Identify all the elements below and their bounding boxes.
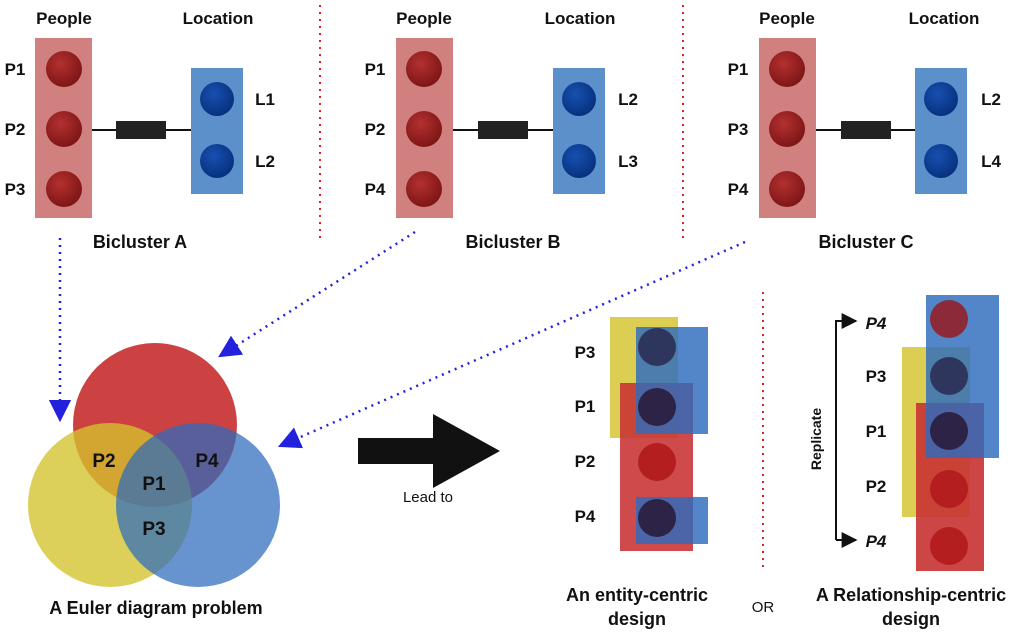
entity-node <box>638 388 676 426</box>
or-label: OR <box>752 599 775 616</box>
euler-label: P3 <box>142 519 165 540</box>
bicluster-caption: Bicluster C <box>818 232 913 252</box>
euler-label: P4 <box>195 451 219 472</box>
relation-label: P2 <box>866 477 887 496</box>
euler-diagram: P2 P4 P1 P3 A Euler diagram problem <box>28 343 280 618</box>
lead-to-label: Lead to <box>403 489 453 506</box>
entity-label: P2 <box>575 452 596 471</box>
relation-node <box>930 527 968 565</box>
location-label: L4 <box>981 152 1001 171</box>
person-label: P2 <box>365 120 386 139</box>
person-node <box>46 171 82 207</box>
people-header: People <box>36 9 92 28</box>
location-label: L1 <box>255 90 275 109</box>
entity-caption-line2: design <box>608 609 666 629</box>
location-header: Location <box>909 9 980 28</box>
arrow-from-bicluster-c <box>277 240 746 449</box>
location-node <box>924 82 958 116</box>
location-node <box>200 144 234 178</box>
person-label: P2 <box>5 120 26 139</box>
bicluster-caption: Bicluster B <box>465 232 560 252</box>
replicate-label: Replicate <box>808 408 824 470</box>
relation-label: P1 <box>866 422 887 441</box>
people-header: People <box>759 9 815 28</box>
entity-label: P4 <box>575 507 596 526</box>
person-node <box>406 171 442 207</box>
location-header: Location <box>545 9 616 28</box>
location-label: L3 <box>618 152 638 171</box>
person-label: P3 <box>5 180 26 199</box>
person-node <box>769 111 805 147</box>
lead-to-arrow: Lead to <box>358 414 500 506</box>
location-node <box>200 82 234 116</box>
location-label: L2 <box>255 152 275 171</box>
person-node <box>769 51 805 87</box>
person-node <box>406 51 442 87</box>
connector-edge <box>478 121 528 139</box>
location-header: Location <box>183 9 254 28</box>
location-node <box>562 82 596 116</box>
entity-centric-design: P3 P1 P2 P4 An entity-centric design <box>566 317 708 629</box>
relation-caption-line2: design <box>882 609 940 629</box>
person-node <box>769 171 805 207</box>
relation-node <box>930 412 968 450</box>
person-node <box>46 111 82 147</box>
connector-edge <box>116 121 166 139</box>
connector-edge <box>841 121 891 139</box>
person-label: P1 <box>728 60 749 79</box>
entity-label: P1 <box>575 397 596 416</box>
people-header: People <box>396 9 452 28</box>
location-label: L2 <box>981 90 1001 109</box>
entity-label: P3 <box>575 343 596 362</box>
entity-caption-line1: An entity-centric <box>566 585 708 605</box>
bicluster-b: People Location P1 P2 P4 L2 L3 Bicluster… <box>365 9 638 252</box>
entity-node <box>638 499 676 537</box>
person-label: P4 <box>365 180 386 199</box>
euler-label: P1 <box>142 474 166 495</box>
euler-label: P2 <box>92 451 115 472</box>
person-node <box>406 111 442 147</box>
relation-label: P4 <box>866 532 887 551</box>
person-node <box>46 51 82 87</box>
relation-caption-line1: A Relationship-centric <box>816 585 1006 605</box>
relation-label: P4 <box>866 314 887 333</box>
relation-node <box>930 357 968 395</box>
entity-node <box>638 328 676 366</box>
arrow-from-bicluster-b <box>218 230 416 358</box>
person-label: P1 <box>365 60 386 79</box>
location-node <box>562 144 596 178</box>
location-node <box>924 144 958 178</box>
person-label: P4 <box>728 180 749 199</box>
relationship-centric-design: P4 P3 P1 P2 P4 Replicate A Relationship-… <box>808 295 1006 629</box>
relation-node <box>930 470 968 508</box>
bicluster-a: People Location P1 P2 P3 L1 L2 Bicluster… <box>5 9 275 252</box>
big-arrow-icon <box>358 414 500 488</box>
bicluster-caption: Bicluster A <box>93 232 187 252</box>
euler-caption: A Euler diagram problem <box>49 598 262 618</box>
person-label: P1 <box>5 60 26 79</box>
replicate-bracket-top <box>835 313 858 540</box>
relation-node <box>930 300 968 338</box>
entity-node <box>638 443 676 481</box>
person-label: P3 <box>728 120 749 139</box>
relation-label: P3 <box>866 367 887 386</box>
bicluster-c: People Location P1 P3 P4 L2 L4 Bicluster… <box>728 9 1002 252</box>
euler-circle-blue <box>116 423 280 587</box>
location-label: L2 <box>618 90 638 109</box>
